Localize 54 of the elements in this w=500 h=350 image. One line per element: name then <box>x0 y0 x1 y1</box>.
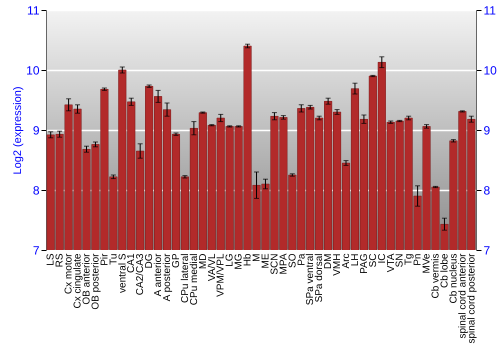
x-tick-label: CPu lateral <box>180 254 191 303</box>
x-tick-label: Hb <box>242 253 254 266</box>
x-tick-label: Pa <box>296 253 308 266</box>
x-tick-label: IC <box>376 254 388 264</box>
x-tick-label: Pn <box>412 254 424 266</box>
x-tick-label: LH <box>350 254 361 266</box>
x-tick-label: VTA <box>386 253 397 272</box>
x-tick-label: MPA <box>278 253 290 274</box>
x-tick-label: spinal cord anterior <box>457 252 468 339</box>
x-tick-label: SCN <box>269 254 280 275</box>
x-tick-label: SO <box>287 253 298 268</box>
x-tick-label: VMH <box>332 254 344 276</box>
x-tick-label: Tg <box>404 254 415 266</box>
x-tick-label: CA2/CA3 <box>135 253 146 296</box>
x-tick-label: Tu <box>108 254 120 265</box>
x-tick-label: LG <box>224 253 236 267</box>
x-tick-label: ventral S <box>117 253 128 293</box>
x-tick-label: Arc <box>341 254 352 268</box>
x-tick-label: VPM/VPL <box>216 253 227 297</box>
x-tick-label: MVe <box>422 253 433 274</box>
x-tick-label: SPa dorsal <box>314 254 326 302</box>
x-tick-label: RS <box>54 253 66 268</box>
x-tick-label: ME <box>260 253 272 268</box>
y-axis-title: Log2 (expression) <box>12 86 24 175</box>
x-tick-label: GP <box>170 253 182 268</box>
x-tick-label: SN <box>394 254 406 268</box>
y-tick-label: 8 <box>32 184 40 198</box>
y2-tick-label: 9 <box>484 124 490 138</box>
x-tick-label: CA1 <box>126 253 138 273</box>
y-tick-label: 7 <box>32 244 40 258</box>
x-tick-label: OB posterior <box>90 252 102 310</box>
x-tick-label: DG <box>144 253 156 268</box>
x-tick-label: PAG <box>358 253 370 274</box>
y2-tick-label: 7 <box>484 244 490 258</box>
x-tick-label: DM <box>323 254 334 270</box>
x-tick-label: LS <box>46 253 57 266</box>
x-tick-label: A posterior <box>162 252 174 302</box>
x-tick-label: A anterior <box>153 252 164 296</box>
y-tick-label: 9 <box>32 124 40 138</box>
x-tick-label: Cb nucleus <box>448 254 460 304</box>
x-tick-label: M <box>252 254 263 262</box>
x-tick-label: MD <box>198 254 209 270</box>
y2-tick-label: 8 <box>484 184 490 198</box>
y-tick-label: 11 <box>27 4 40 18</box>
x-tick-label: Cb lobe <box>439 253 450 288</box>
x-tick-label: CPu medial <box>188 254 200 306</box>
x-tick-label: spinal cord posterior <box>466 252 478 344</box>
y-tick-label: 10 <box>26 64 40 78</box>
x-tick-label: OB anterior <box>81 252 92 305</box>
x-tick-label: Cx cingulate <box>72 253 84 309</box>
x-tick-label: SC <box>368 254 379 268</box>
y2-tick-label: 10 <box>484 64 498 78</box>
x-tick-label: Pir <box>99 252 110 266</box>
y2-tick-label: 11 <box>484 4 496 18</box>
